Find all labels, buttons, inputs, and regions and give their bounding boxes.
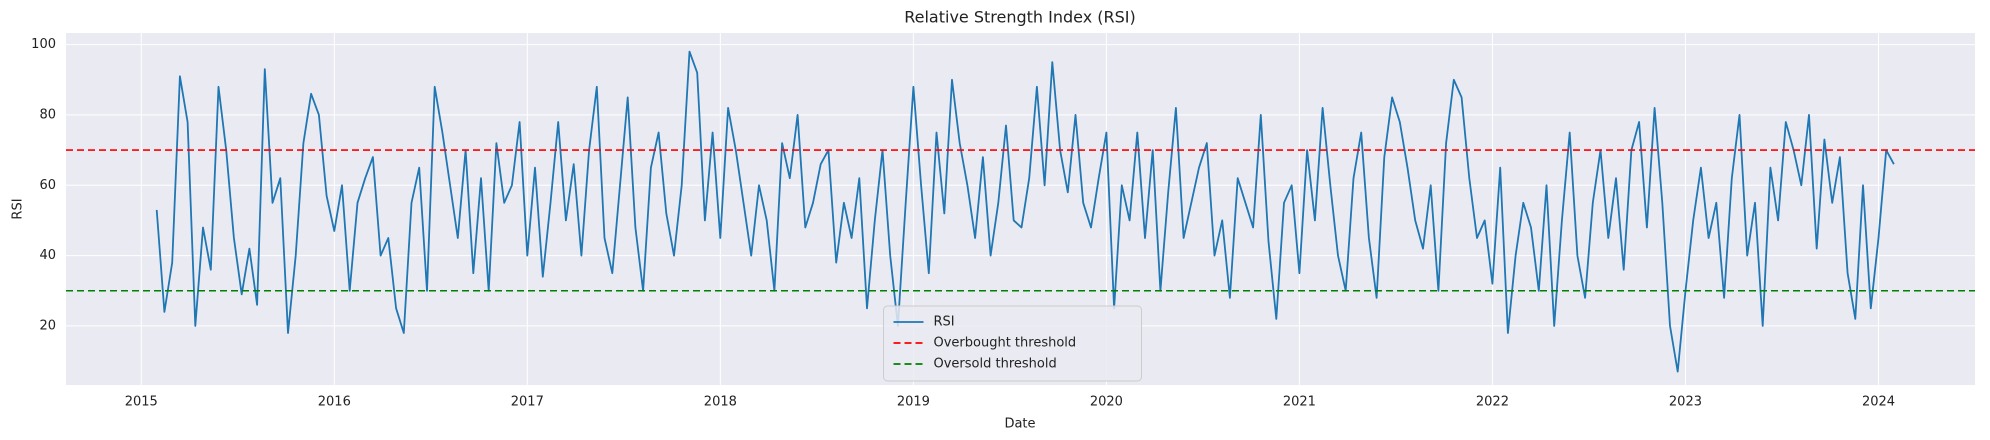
x-tick-label: 2022 — [1476, 395, 1509, 410]
y-tick-label: 60 — [39, 178, 56, 193]
x-tick-label: 2015 — [125, 395, 158, 410]
legend-label: Oversold threshold — [934, 357, 1057, 372]
y-tick-label: 80 — [39, 107, 56, 122]
legend: RSI Overbought threshold Oversold threshol… — [883, 305, 1142, 382]
y-axis-label: RSI — [11, 198, 26, 219]
x-tick-label: 2023 — [1669, 395, 1702, 410]
x-tick-label: 2024 — [1862, 395, 1895, 410]
legend-label: RSI — [934, 315, 955, 330]
legend-label: Overbought threshold — [934, 336, 1077, 351]
y-tick-label: 40 — [39, 248, 56, 263]
legend-box — [883, 305, 1142, 382]
chart-title: Relative Strength Index (RSI) — [904, 8, 1136, 27]
x-tick-label: 2016 — [318, 395, 351, 410]
x-tick-label: 2020 — [1090, 395, 1123, 410]
y-tick-label: 20 — [39, 318, 56, 333]
rsi-line — [155, 50, 1895, 373]
x-tick-label: 2019 — [897, 395, 930, 410]
x-tick-label: 2021 — [1283, 395, 1316, 410]
y-tick-label: 100 — [31, 37, 56, 52]
marks — [66, 50, 1975, 373]
x-axis-label: Date — [1004, 417, 1035, 432]
x-tick-label: 2018 — [704, 395, 737, 410]
x-tick-label: 2017 — [511, 395, 544, 410]
